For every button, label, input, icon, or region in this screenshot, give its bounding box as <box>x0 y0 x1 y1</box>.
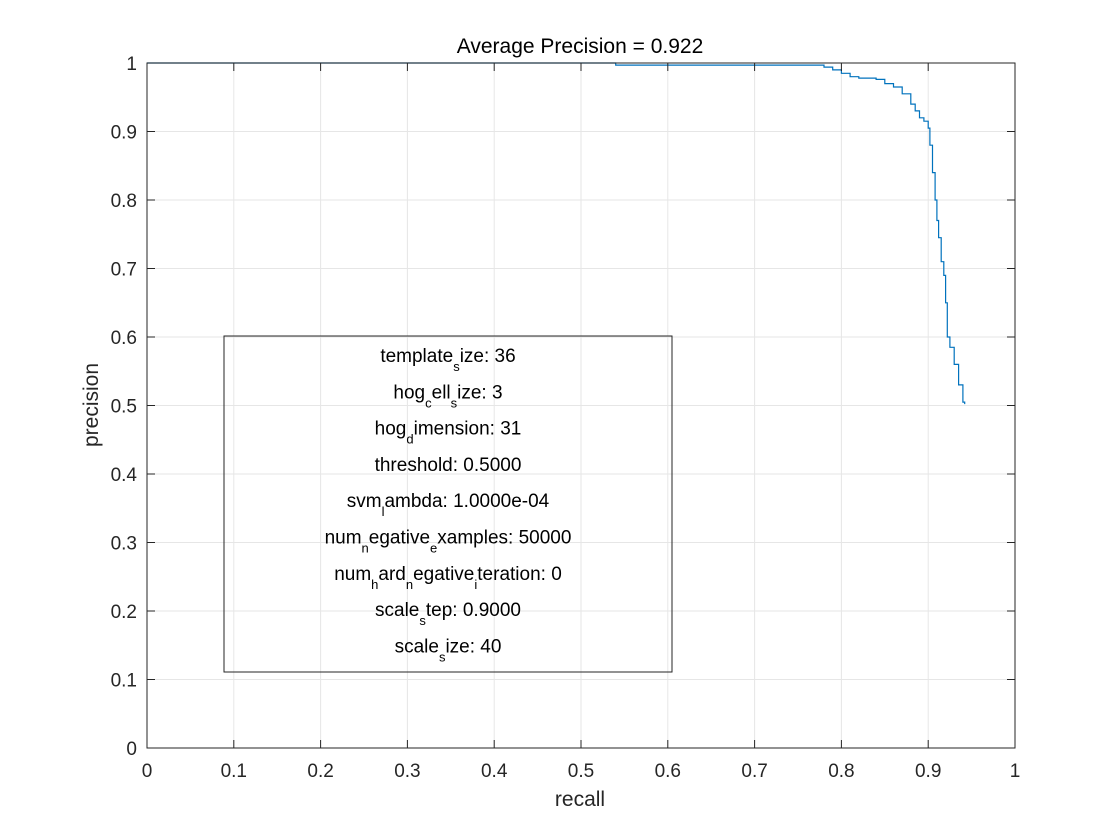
annotation-line: hogdimension: 31 <box>375 419 522 447</box>
annotation-text-part: scale <box>375 600 419 621</box>
annotation-line: templatesize: 36 <box>380 346 515 374</box>
y-axis-label: precision <box>80 363 103 447</box>
annotation-text-part: ize: 36 <box>460 346 516 367</box>
y-tick-label: 0.9 <box>111 123 137 144</box>
annotation-text-part: num <box>334 564 371 585</box>
x-tick-label: 0.1 <box>221 761 247 782</box>
series-layer <box>147 62 966 405</box>
y-tick-label: 0.7 <box>111 260 137 281</box>
annotation-text-part: ambda: 1.0000e-04 <box>384 491 549 512</box>
annotation-text-part: threshold: 0.5000 <box>375 455 522 476</box>
x-tick-label: 0.3 <box>394 761 420 782</box>
annotation-text-part: ize: 3 <box>457 382 502 403</box>
annotation-text-part: num <box>325 528 362 549</box>
annotation-subscript: c <box>425 395 432 410</box>
x-tick-label: 0.7 <box>741 761 767 782</box>
annotation-text-part: xamples: 50000 <box>437 528 571 549</box>
annotation-subscript: d <box>406 432 413 447</box>
annotation-text-part: svm <box>347 491 382 512</box>
x-tick-label: 0.8 <box>828 761 854 782</box>
annotation-subscript: h <box>371 577 378 592</box>
annotation-text-part: teration: 0 <box>477 564 562 585</box>
y-tick-label: 1 <box>126 54 137 75</box>
x-tick-label: 0.6 <box>655 761 681 782</box>
annotation-text-part: egative <box>413 564 474 585</box>
annotation-subscript: s <box>451 395 458 410</box>
annotation-frame <box>223 335 673 673</box>
y-tick-label: 0.1 <box>111 671 137 692</box>
annotation-text-part: egative <box>369 528 430 549</box>
chart-title: Average Precision = 0.922 <box>457 35 704 58</box>
annotation-line: svmlambda: 1.0000e-04 <box>347 491 550 519</box>
y-tick-label: 0.4 <box>111 465 138 486</box>
annotation-subscript: e <box>430 541 437 556</box>
x-tick-label: 0.5 <box>568 761 594 782</box>
annotation-text-part: tep: 0.9000 <box>426 600 521 621</box>
x-tick-label: 1 <box>1010 761 1021 782</box>
y-tick-label: 0.8 <box>111 191 137 212</box>
annotation-subscript: n <box>362 541 369 556</box>
annotation-text-part: hog <box>375 419 407 440</box>
y-tick-label: 0.3 <box>111 534 137 555</box>
annotation-line: hogcellsize: 3 <box>393 382 502 410</box>
annotation-text-part: ell <box>432 382 451 403</box>
y-tick-label: 0.2 <box>111 602 137 623</box>
axis-ticks: 0 0.1 0.2 0.3 0.4 0.5 0.6 0.7 0.8 0.9 1 0 0.1 0.2 0.3 0… <box>111 54 1021 782</box>
annotation-text-part: imension: 31 <box>414 419 522 440</box>
pr-curve-line <box>147 62 966 405</box>
annotation-subscript: i <box>474 577 477 592</box>
annotation-line: numhardnegativeiteration: 0 <box>334 564 562 592</box>
y-tick-label: 0.5 <box>111 397 137 418</box>
y-tick-label: 0 <box>126 739 137 760</box>
annotation-subscript: s <box>439 649 446 664</box>
x-axis-label: recall <box>555 788 605 811</box>
annotation-line: scalesize: 40 <box>395 636 502 664</box>
x-tick-label: 0.2 <box>307 761 333 782</box>
annotation-line: threshold: 0.5000 <box>375 455 522 476</box>
annotation-text-part: ize: 40 <box>445 636 501 657</box>
x-tick-label: 0.4 <box>481 761 508 782</box>
annotation-text-part: ard <box>378 564 405 585</box>
annotation-subscript: s <box>453 359 460 374</box>
x-tick-label: 0 <box>142 761 153 782</box>
annotation-line: scalestep: 0.9000 <box>375 600 521 628</box>
annotation-text-part: template <box>380 346 453 367</box>
annotation-text-part: scale <box>395 636 439 657</box>
annotation-line: numnegativeexamples: 50000 <box>325 528 572 556</box>
annotation-subscript: l <box>382 504 385 519</box>
annotation-subscript: n <box>406 577 413 592</box>
y-tick-label: 0.6 <box>111 328 137 349</box>
annotation-text-part: hog <box>393 382 425 403</box>
x-tick-label: 0.9 <box>915 761 941 782</box>
annotation-subscript: s <box>419 613 426 628</box>
